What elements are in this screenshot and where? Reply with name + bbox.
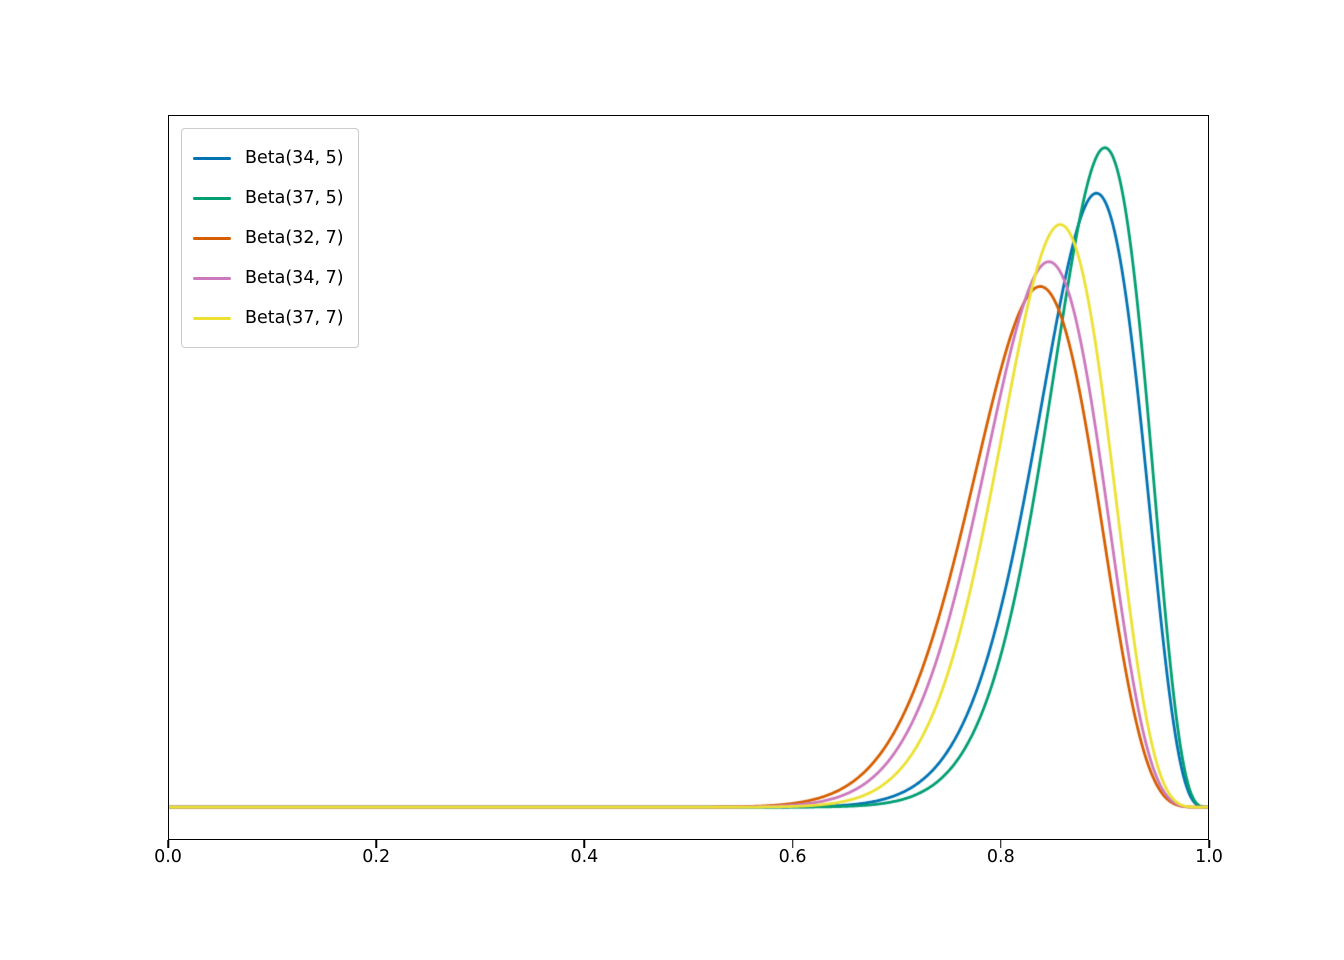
legend-line-swatch: [193, 316, 231, 320]
x-axis-tick: [375, 840, 377, 848]
legend-label: Beta(37, 5): [245, 188, 344, 208]
legend-entry: Beta(32, 7): [193, 218, 344, 258]
x-axis-tick: [1208, 840, 1210, 848]
legend-label: Beta(32, 7): [245, 228, 344, 248]
legend: Beta(34, 5) Beta(37, 5) Beta(32, 7) Beta…: [181, 128, 359, 348]
x-axis-tick: [167, 840, 169, 848]
legend-entry: Beta(34, 5): [193, 138, 344, 178]
plot-area: Beta(34, 5) Beta(37, 5) Beta(32, 7) Beta…: [168, 115, 1209, 840]
legend-entry: Beta(37, 5): [193, 178, 344, 218]
x-axis-tick: [1000, 840, 1002, 848]
legend-entry: Beta(34, 7): [193, 258, 344, 298]
legend-entry: Beta(37, 7): [193, 298, 344, 338]
legend-line-swatch: [193, 276, 231, 280]
x-axis-tick: [583, 840, 586, 848]
x-axis-tick-label: 1.0: [1195, 847, 1223, 867]
x-axis-tick-label: 0.0: [154, 847, 182, 867]
x-axis-tick-label: 0.6: [778, 847, 807, 867]
legend-label: Beta(34, 5): [245, 148, 344, 168]
x-axis-tick: [791, 840, 794, 848]
x-axis-tick-label: 0.2: [362, 847, 391, 867]
legend-line-swatch: [193, 236, 231, 240]
x-axis-tick-label: 0.4: [570, 847, 599, 867]
legend-label: Beta(34, 7): [245, 268, 344, 288]
legend-line-swatch: [193, 196, 231, 200]
x-axis-tick-label: 0.8: [986, 847, 1015, 867]
legend-label: Beta(37, 7): [245, 308, 344, 328]
legend-line-swatch: [193, 156, 231, 160]
